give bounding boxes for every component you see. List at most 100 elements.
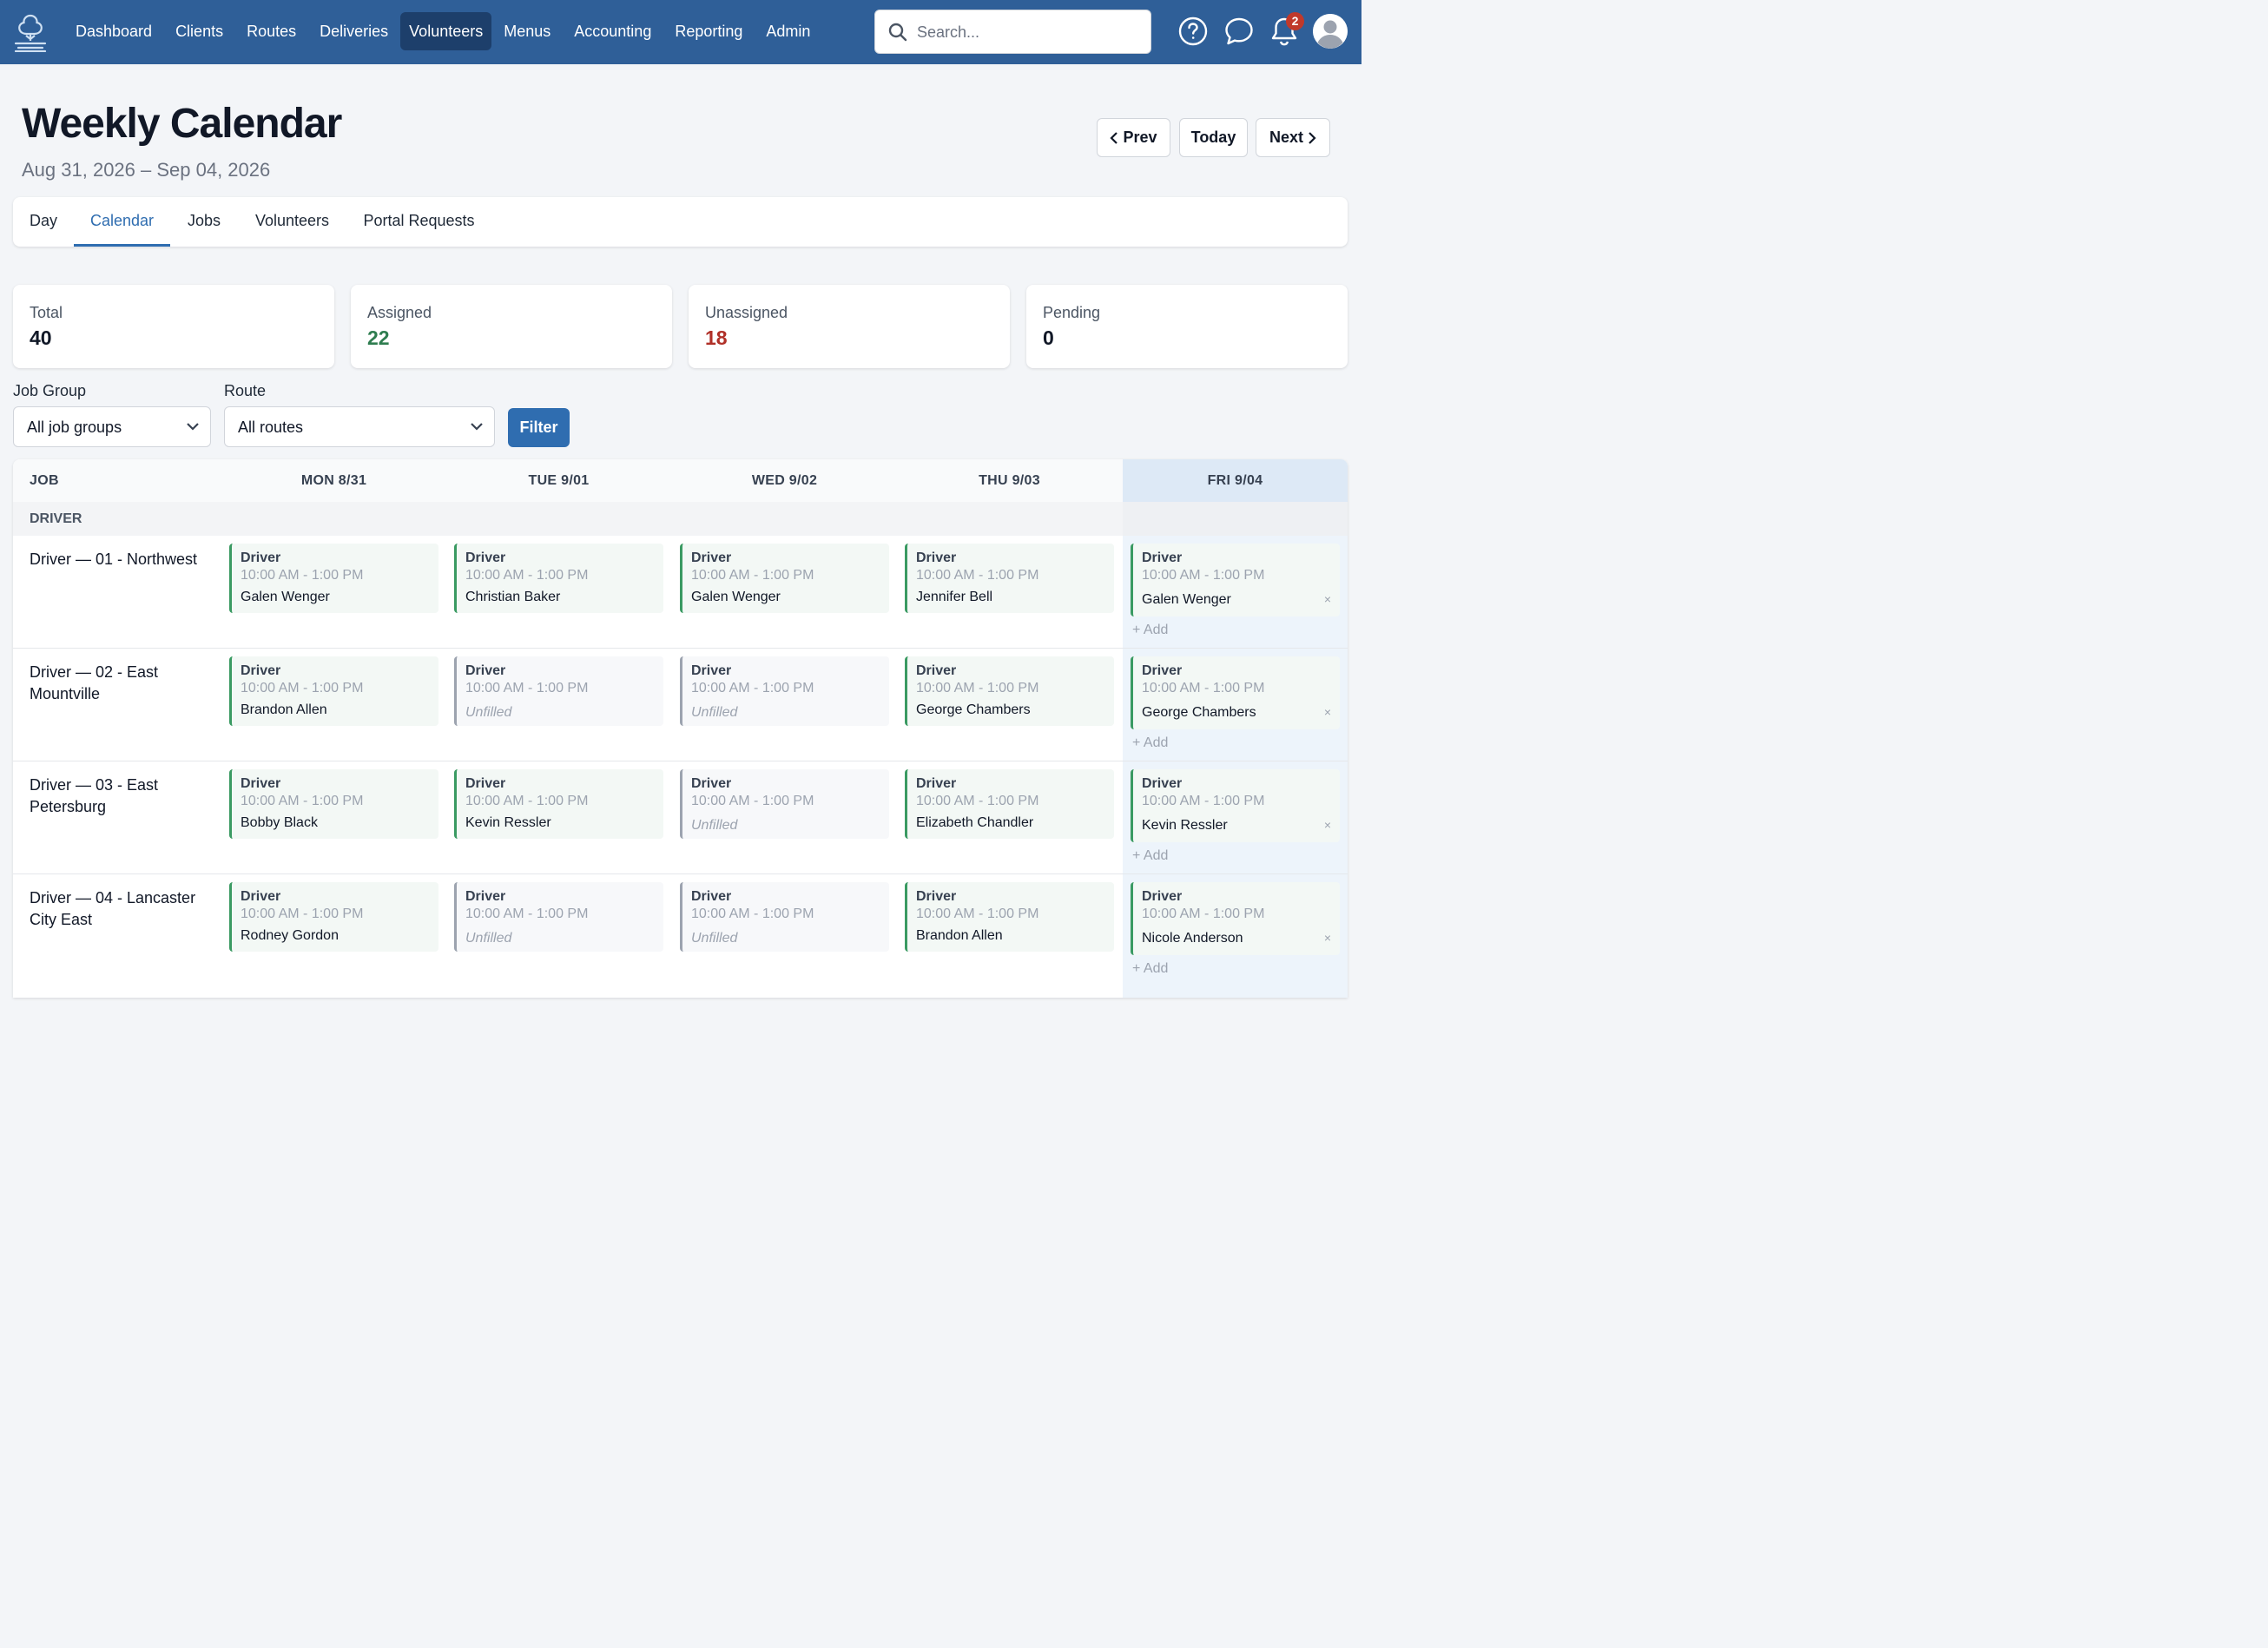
shift-card[interactable]: Driver 10:00 AM - 1:00 PM Kevin Ressler <box>454 769 663 839</box>
chevron-down-icon <box>471 423 483 431</box>
volunteer-name: George Chambers <box>916 702 1031 717</box>
search-box[interactable] <box>874 10 1151 54</box>
shift-card[interactable]: Driver 10:00 AM - 1:00 PM Galen Wenger × <box>1131 544 1340 616</box>
nav-link-deliveries[interactable]: Deliveries <box>320 23 389 40</box>
column-header-fri: FRI 9/04 <box>1207 473 1263 488</box>
main-nav: Dashboard Clients Routes Deliveries Voluntee… <box>64 12 821 50</box>
job-name: Driver — 03 - East Petersburg <box>30 776 159 815</box>
unfilled-label: Unfilled <box>691 931 738 946</box>
add-volunteer-link[interactable]: + Add <box>1132 735 1169 750</box>
chat-icon[interactable] <box>1223 15 1255 48</box>
shift-type: Driver <box>1142 550 1183 565</box>
remove-assignment-icon[interactable]: × <box>1323 592 1331 606</box>
shift-card[interactable]: Driver 10:00 AM - 1:00 PM Christian Baker <box>454 544 663 613</box>
user-avatar-icon[interactable] <box>1313 14 1348 49</box>
shift-type: Driver <box>465 776 506 791</box>
tab-calendar[interactable]: Calendar <box>74 197 170 247</box>
volunteer-name: Jennifer Bell <box>916 590 993 604</box>
tab-jobs[interactable]: Jobs <box>187 212 221 229</box>
job-group-select[interactable]: All job groups <box>13 406 211 447</box>
next-label: Next <box>1269 129 1303 146</box>
shift-card[interactable]: Driver 10:00 AM - 1:00 PM Nicole Anderson × <box>1131 882 1340 955</box>
shift-time: 10:00 AM - 1:00 PM <box>241 906 364 921</box>
route-select[interactable]: All routes <box>224 406 495 447</box>
shift-card[interactable]: Driver 10:00 AM - 1:00 PM Unfilled <box>680 769 889 839</box>
tab-portal-requests[interactable]: Portal Requests <box>363 212 475 229</box>
today-button[interactable]: Today <box>1179 118 1248 157</box>
tab-volunteers[interactable]: Volunteers <box>254 212 330 229</box>
group-label: DRIVER <box>30 511 82 526</box>
shift-card[interactable]: Driver 10:00 AM - 1:00 PM Unfilled <box>680 882 889 952</box>
shift-card[interactable]: Driver 10:00 AM - 1:00 PM Unfilled <box>680 656 889 726</box>
unfilled-label: Unfilled <box>691 818 738 833</box>
stat-value: 40 <box>30 326 52 349</box>
stat-unassigned: Unassigned 18 <box>689 285 1010 368</box>
shift-type: Driver <box>241 776 281 791</box>
stat-value: 0 <box>1043 326 1054 349</box>
shift-card[interactable]: Driver 10:00 AM - 1:00 PM George Chambers <box>905 656 1114 726</box>
shift-time: 10:00 AM - 1:00 PM <box>916 794 1039 808</box>
remove-assignment-icon[interactable]: × <box>1323 931 1331 945</box>
weekly-calendar-grid: DRIVER JOB MON 8/31 TUE 9/01 WED 9/02 TH… <box>13 459 1348 998</box>
shift-type: Driver <box>691 663 732 678</box>
shift-time: 10:00 AM - 1:00 PM <box>1142 568 1265 583</box>
shift-card[interactable]: Driver 10:00 AM - 1:00 PM Bobby Black <box>229 769 438 839</box>
stat-total: Total 40 <box>13 285 334 368</box>
remove-assignment-icon[interactable]: × <box>1323 818 1331 832</box>
shift-card[interactable]: Driver 10:00 AM - 1:00 PM Unfilled <box>454 656 663 726</box>
nav-link-reporting[interactable]: Reporting <box>675 23 743 40</box>
shift-type: Driver <box>916 776 957 791</box>
tab-day[interactable]: Day <box>30 212 58 229</box>
shift-type: Driver <box>1142 889 1183 904</box>
shift-card[interactable]: Driver 10:00 AM - 1:00 PM Brandon Allen <box>905 882 1114 952</box>
today-column-header-bg <box>1123 459 1348 502</box>
add-volunteer-link[interactable]: + Add <box>1132 848 1169 863</box>
help-icon[interactable] <box>1177 15 1209 48</box>
column-header-mon: MON 8/31 <box>300 473 367 488</box>
prev-button[interactable]: Prev <box>1097 118 1170 157</box>
stat-label: Assigned <box>367 304 432 321</box>
chevron-right-icon <box>1309 131 1316 144</box>
nav-link-admin[interactable]: Admin <box>766 23 811 40</box>
nav-link-accounting[interactable]: Accounting <box>574 23 652 40</box>
volunteer-name: Kevin Ressler <box>465 815 551 830</box>
nav-link-routes[interactable]: Routes <box>247 23 297 40</box>
nav-link-clients[interactable]: Clients <box>175 23 224 40</box>
shift-card[interactable]: Driver 10:00 AM - 1:00 PM Galen Wenger <box>229 544 438 613</box>
shift-time: 10:00 AM - 1:00 PM <box>916 906 1039 921</box>
search-input[interactable] <box>917 21 1143 43</box>
group-row-today-cell <box>1123 502 1348 536</box>
shift-time: 10:00 AM - 1:00 PM <box>465 906 589 921</box>
tree-logo-icon[interactable] <box>12 12 49 52</box>
shift-time: 10:00 AM - 1:00 PM <box>241 568 364 583</box>
page-title: Weekly Calendar <box>22 101 342 147</box>
nav-link-volunteers[interactable]: Volunteers <box>400 12 492 50</box>
next-button[interactable]: Next <box>1256 118 1330 157</box>
shift-card[interactable]: Driver 10:00 AM - 1:00 PM Brandon Allen <box>229 656 438 726</box>
stat-assigned: Assigned 22 <box>351 285 672 368</box>
shift-card[interactable]: Driver 10:00 AM - 1:00 PM Elizabeth Chandl… <box>905 769 1114 839</box>
job-group-value: All job groups <box>27 419 122 436</box>
remove-assignment-icon[interactable]: × <box>1323 705 1331 719</box>
nav-link-menus[interactable]: Menus <box>504 23 551 40</box>
shift-type: Driver <box>241 663 281 678</box>
shift-type: Driver <box>1142 663 1183 678</box>
shift-card[interactable]: Driver 10:00 AM - 1:00 PM Kevin Ressler × <box>1131 769 1340 842</box>
shift-type: Driver <box>1142 776 1183 791</box>
shift-card[interactable]: Driver 10:00 AM - 1:00 PM George Chambers × <box>1131 656 1340 729</box>
add-volunteer-link[interactable]: + Add <box>1132 961 1169 976</box>
filter-button[interactable]: Filter <box>508 408 570 447</box>
nav-link-dashboard[interactable]: Dashboard <box>76 23 153 40</box>
add-volunteer-link[interactable]: + Add <box>1132 623 1169 637</box>
shift-card[interactable]: Driver 10:00 AM - 1:00 PM Galen Wenger <box>680 544 889 613</box>
chevron-down-icon <box>187 423 199 431</box>
route-label: Route <box>224 382 267 399</box>
notification-badge: 2 <box>1286 12 1304 30</box>
stat-value: 18 <box>705 326 728 349</box>
row-divider <box>13 873 1348 874</box>
volunteer-name: Elizabeth Chandler <box>916 815 1034 830</box>
shift-card[interactable]: Driver 10:00 AM - 1:00 PM Rodney Gordon <box>229 882 438 952</box>
shift-card[interactable]: Driver 10:00 AM - 1:00 PM Unfilled <box>454 882 663 952</box>
shift-card[interactable]: Driver 10:00 AM - 1:00 PM Jennifer Bell <box>905 544 1114 613</box>
chevron-left-icon <box>1110 131 1118 144</box>
